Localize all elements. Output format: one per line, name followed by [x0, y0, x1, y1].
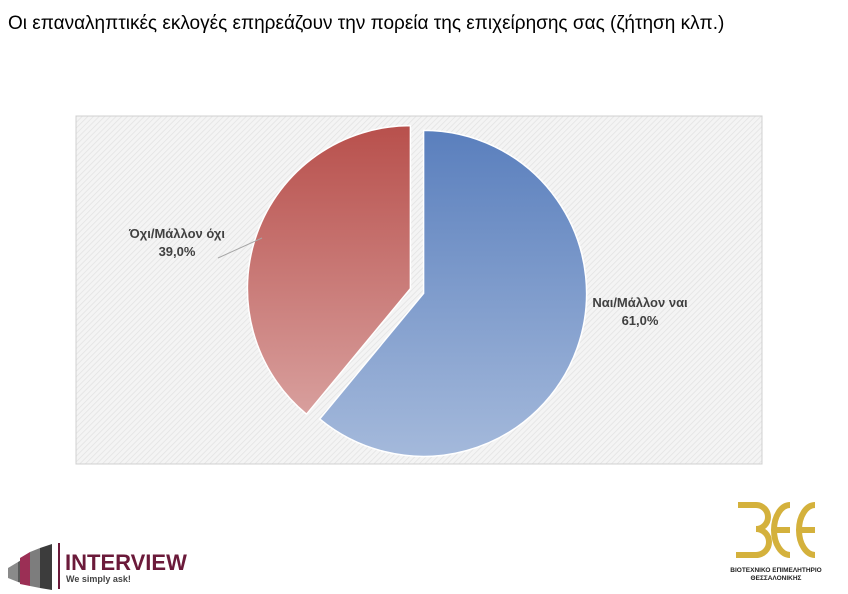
pie-slice	[318, 129, 588, 458]
chart-title: Οι επαναληπτικές εκλογές επηρεάζουν την …	[8, 13, 724, 34]
logo-name: INTERVIEW	[65, 550, 187, 575]
logo-tagline: We simply ask!	[66, 574, 131, 584]
leader-line	[217, 237, 263, 259]
bee-logo	[736, 502, 816, 558]
pie-slice	[246, 124, 412, 416]
logo-text: ΘΕΣΣΑΛΟΝΙΚΗΣ	[751, 575, 802, 582]
logo-text: ΒΙΟΤΕΧΝΙΚΟ ΕΠΙΜΕΛΗΤΗΡΙΟ	[730, 567, 821, 574]
category-label: Όχι/Μάλλον όχι	[128, 226, 225, 241]
pie: Ναι/Μάλλον ναι 61,0% Όχι/Μάλλον όχι 39,0%	[128, 124, 688, 458]
interview-logo: INTERVIEW We simply ask!	[8, 543, 187, 590]
category-label: Ναι/Μάλλον ναι	[592, 295, 688, 310]
value-label: 61,0%	[622, 313, 659, 328]
value-label: 39,0%	[159, 244, 196, 259]
